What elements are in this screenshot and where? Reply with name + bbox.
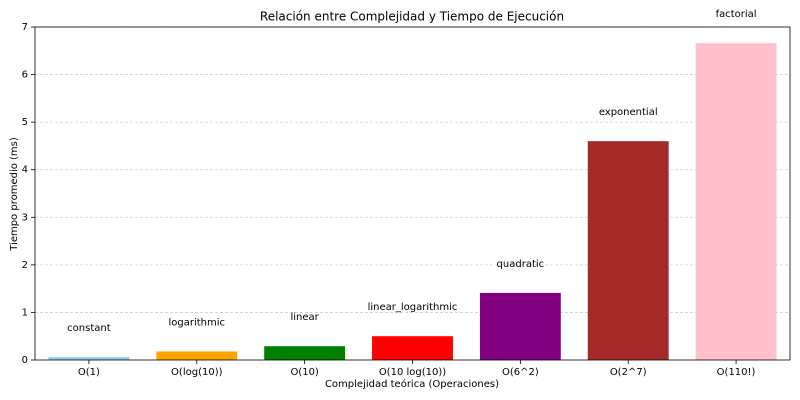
x-tick-label: O(2^7): [610, 367, 647, 378]
bar: [48, 357, 130, 360]
y-tick-label: 4: [22, 165, 28, 176]
x-tick-label: O(10 log(10)): [379, 367, 446, 378]
bar: [372, 336, 453, 360]
bar: [587, 141, 669, 360]
x-tick-label: O(10): [290, 367, 318, 378]
x-tick-label: O(6^2): [502, 367, 539, 378]
bar: [479, 292, 561, 360]
y-tick-label: 2: [22, 260, 28, 271]
bar-annotation: linear_logarithmic: [368, 302, 458, 313]
bar-annotation: constant: [67, 323, 111, 334]
y-tick-label: 0: [22, 355, 28, 366]
bar-annotation: logarithmic: [169, 317, 226, 328]
bar-annotation: exponential: [599, 107, 658, 118]
x-tick-label: O(110!): [717, 367, 756, 378]
bar: [264, 346, 346, 360]
chart-title: Relación entre Complejidad y Tiempo de E…: [260, 10, 564, 24]
bar: [695, 43, 777, 360]
bar-annotation: quadratic: [497, 259, 545, 270]
y-tick-label: 7: [22, 22, 28, 33]
y-axis-label: Tiempo promedio (ms): [9, 137, 20, 252]
x-tick-label: O(log(10)): [171, 367, 223, 378]
bar: [156, 351, 238, 360]
bar-annotation: factorial: [716, 9, 757, 20]
x-tick-label: O(1): [78, 367, 100, 378]
y-tick-label: 6: [22, 70, 28, 81]
bar-annotation: linear: [290, 312, 319, 323]
y-tick-label: 1: [22, 307, 28, 318]
x-axis-label: Complejidad teórica (Operaciones): [325, 378, 499, 390]
y-tick-label: 5: [22, 117, 28, 128]
plot-frame: [34, 26, 791, 361]
y-tick-label: 3: [22, 212, 28, 223]
